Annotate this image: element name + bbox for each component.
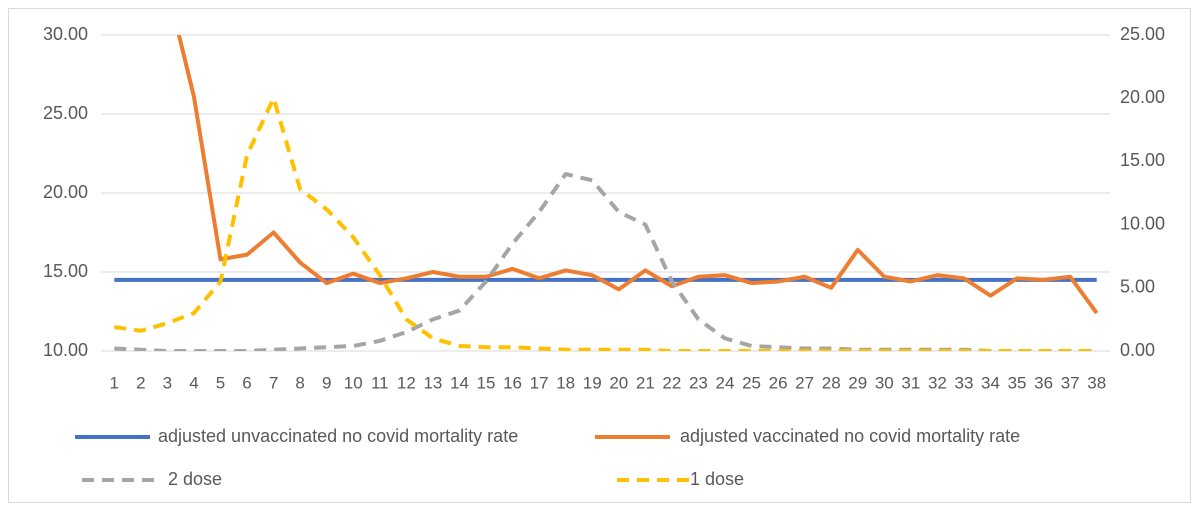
x-tick-label: 20 — [609, 373, 628, 392]
x-tick-label: 5 — [216, 373, 225, 392]
x-tick-label: 4 — [189, 373, 198, 392]
y2-tick-label: 15.00 — [1120, 150, 1165, 170]
y2-tick-label: 0.00 — [1120, 340, 1155, 360]
legend-label: 2 dose — [168, 469, 222, 489]
x-tick-label: 35 — [1008, 373, 1027, 392]
x-tick-label: 19 — [583, 373, 602, 392]
x-tick-label: 3 — [163, 373, 172, 392]
x-tick-label: 31 — [901, 373, 920, 392]
x-tick-label: 30 — [875, 373, 894, 392]
chart-border — [8, 8, 1191, 503]
x-tick-label: 11 — [371, 373, 389, 392]
x-tick-label: 32 — [928, 373, 947, 392]
x-tick-label: 37 — [1061, 373, 1080, 392]
legend-label: adjusted unvaccinated no covid mortality… — [158, 426, 518, 446]
x-tick-label: 27 — [795, 373, 814, 392]
y-tick-label: 20.00 — [43, 182, 88, 202]
x-tick-label: 12 — [397, 373, 416, 392]
legend-label: 1 dose — [690, 469, 744, 489]
x-tick-label: 21 — [636, 373, 655, 392]
x-tick-label: 38 — [1087, 373, 1106, 392]
x-tick-label: 28 — [822, 373, 841, 392]
y2-tick-label: 20.00 — [1120, 87, 1165, 107]
y2-tick-label: 25.00 — [1120, 24, 1165, 44]
x-tick-label: 25 — [742, 373, 761, 392]
legend-label: adjusted vaccinated no covid mortality r… — [680, 426, 1020, 446]
x-tick-label: 18 — [556, 373, 575, 392]
y-tick-label: 15.00 — [43, 261, 88, 281]
x-tick-label: 36 — [1034, 373, 1053, 392]
x-tick-label: 23 — [689, 373, 708, 392]
x-tick-label: 8 — [295, 373, 304, 392]
x-tick-label: 34 — [981, 373, 1000, 392]
x-tick-label: 24 — [716, 373, 735, 392]
y-tick-label: 25.00 — [43, 103, 88, 123]
x-tick-label: 1 — [110, 373, 119, 392]
x-tick-label: 22 — [662, 373, 681, 392]
x-tick-label: 15 — [477, 373, 496, 392]
x-tick-label: 33 — [954, 373, 973, 392]
x-tick-label: 29 — [848, 373, 867, 392]
x-tick-label: 10 — [344, 373, 363, 392]
x-tick-label: 14 — [450, 373, 469, 392]
x-tick-label: 9 — [322, 373, 331, 392]
x-tick-label: 26 — [769, 373, 788, 392]
series-line — [113, 96, 1097, 351]
y2-tick-label: 5.00 — [1120, 277, 1155, 297]
y-tick-label: 10.00 — [43, 340, 88, 360]
x-tick-label: 7 — [269, 373, 278, 392]
x-tick-label: 13 — [423, 373, 442, 392]
series-line — [176, 35, 1099, 315]
x-tick-label: 6 — [242, 373, 251, 392]
y-tick-label: 30.00 — [43, 24, 88, 44]
series-line — [114, 172, 1097, 351]
x-tick-label: 16 — [503, 373, 522, 392]
y2-tick-label: 10.00 — [1120, 213, 1165, 233]
x-tick-label: 17 — [530, 373, 549, 392]
x-tick-label: 2 — [136, 373, 145, 392]
